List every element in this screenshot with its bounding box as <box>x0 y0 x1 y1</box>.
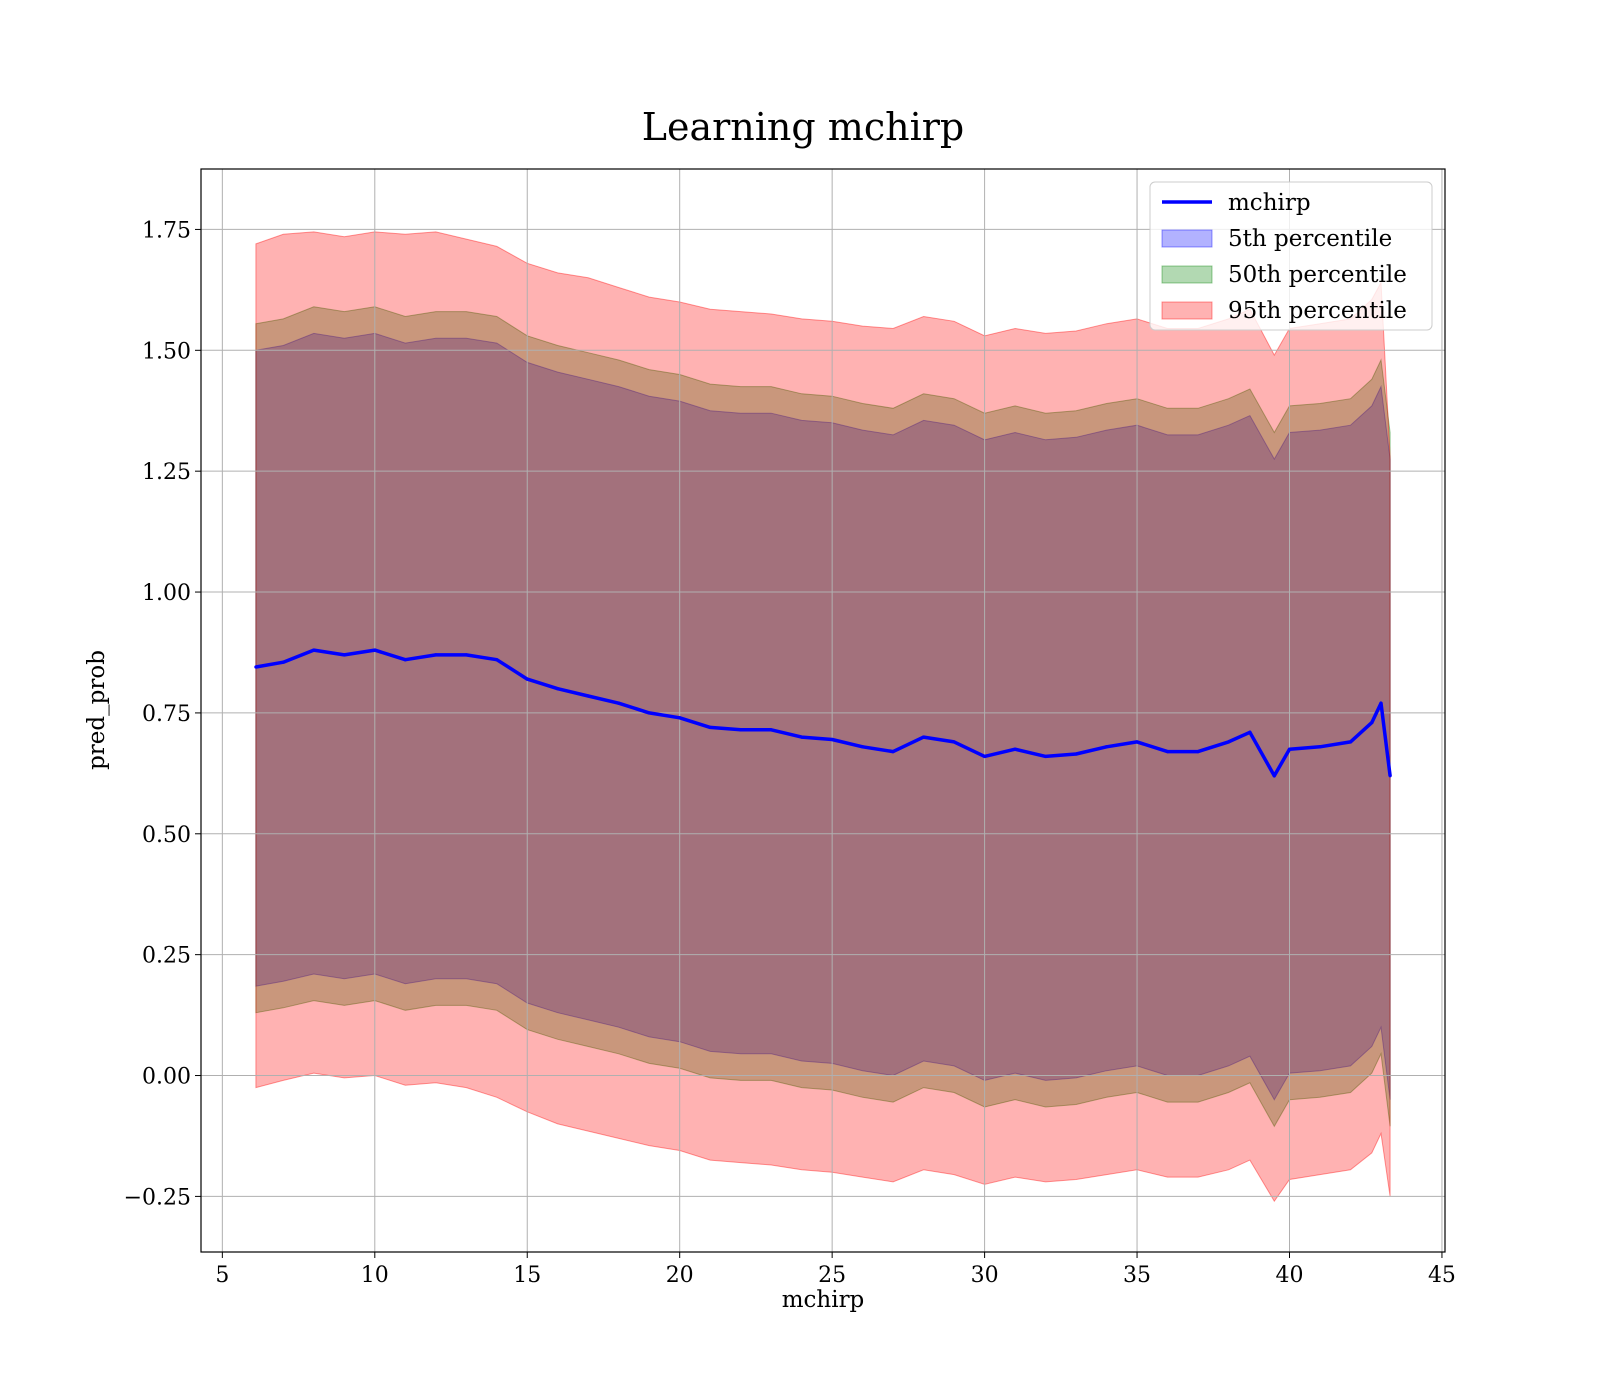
data-point <box>1135 740 1139 744</box>
data-point <box>1272 774 1276 778</box>
data-point <box>586 694 590 698</box>
data-point <box>1388 774 1392 778</box>
data-point <box>830 737 834 742</box>
x-axis-label: mchirp <box>782 1287 865 1313</box>
y-tick-label: 0.50 <box>142 823 191 848</box>
x-tick-label: 40 <box>1276 1263 1304 1288</box>
data-point <box>891 749 895 754</box>
data-point <box>1013 747 1017 751</box>
percentile-bands <box>255 231 1391 1203</box>
data-point <box>1370 720 1374 725</box>
x-tick-label: 25 <box>818 1263 846 1288</box>
line-layer <box>254 648 1392 778</box>
chart-title: Learning mchirp <box>642 105 964 149</box>
data-point <box>1318 745 1322 749</box>
data-point <box>617 701 621 705</box>
legend-label: 50th percentile <box>1228 262 1407 288</box>
data-point <box>982 754 987 759</box>
data-point <box>312 648 316 652</box>
data-point <box>464 653 468 657</box>
data-point <box>1104 745 1109 749</box>
x-tick-label: 35 <box>1123 1263 1151 1288</box>
plot-frame <box>200 168 1446 1253</box>
x-tick-label: 45 <box>1428 1263 1456 1288</box>
band-50th <box>255 306 1391 1128</box>
y-tick-label: 1.25 <box>142 460 191 485</box>
data-point <box>1043 754 1048 759</box>
y-tick-label: 0.00 <box>142 1065 191 1090</box>
data-point <box>1287 747 1292 751</box>
data-point <box>434 653 438 657</box>
y-tick-label: 0.25 <box>142 944 191 969</box>
legend-swatch <box>1161 229 1213 248</box>
data-point <box>647 711 651 715</box>
y-tick-label: 1.00 <box>142 581 191 606</box>
data-point <box>1196 749 1200 754</box>
data-point <box>800 735 804 739</box>
data-point <box>1248 730 1252 734</box>
x-tick-label: 10 <box>361 1263 389 1288</box>
data-point <box>525 677 529 681</box>
data-point <box>403 658 407 662</box>
x-tick-label: 5 <box>215 1263 229 1288</box>
legend-swatch <box>1161 301 1213 320</box>
legend-label: mchirp <box>1228 190 1311 216</box>
data-point <box>1379 701 1383 705</box>
legend-box <box>1149 181 1433 331</box>
data-point <box>861 745 865 749</box>
y-tick-label: −0.25 <box>124 1185 191 1210</box>
data-point <box>1074 752 1078 756</box>
data-point <box>342 653 346 657</box>
data-point <box>1348 740 1353 744</box>
y-axis-label: pred_prob <box>84 650 110 770</box>
data-point <box>678 716 682 720</box>
data-point <box>1226 740 1231 744</box>
x-tick-label: 15 <box>513 1263 541 1288</box>
data-point <box>254 665 258 669</box>
data-point <box>739 728 743 732</box>
y-tick-label: 1.50 <box>142 339 191 364</box>
data-point <box>769 728 773 732</box>
y-tick-label: 1.75 <box>142 218 191 243</box>
grid <box>201 169 1445 1252</box>
data-point <box>556 687 560 691</box>
data-point <box>708 725 712 730</box>
legend-swatch <box>1161 265 1213 284</box>
data-point <box>373 648 377 652</box>
y-tick-label: 0.75 <box>142 702 191 727</box>
plot-area <box>201 169 1445 1252</box>
legend-label: 5th percentile <box>1228 226 1392 252</box>
data-point <box>1165 749 1170 754</box>
data-point <box>952 740 956 744</box>
band-5th <box>255 332 1391 1101</box>
data-point <box>281 660 285 664</box>
data-point <box>922 735 926 739</box>
data-point <box>495 658 499 662</box>
band-95th <box>255 231 1391 1203</box>
axis-ticks: 5 10 15 20 25 30 35 40 45 −0.25 0.00 0.25 0.50 0.75 1.… <box>124 218 1456 1288</box>
x-tick-label: 20 <box>666 1263 694 1288</box>
legend-label: 95th percentile <box>1228 298 1407 324</box>
legend: mchirp 5th percentile 50th percentile 95th … <box>1149 181 1433 331</box>
x-tick-label: 30 <box>971 1263 999 1288</box>
